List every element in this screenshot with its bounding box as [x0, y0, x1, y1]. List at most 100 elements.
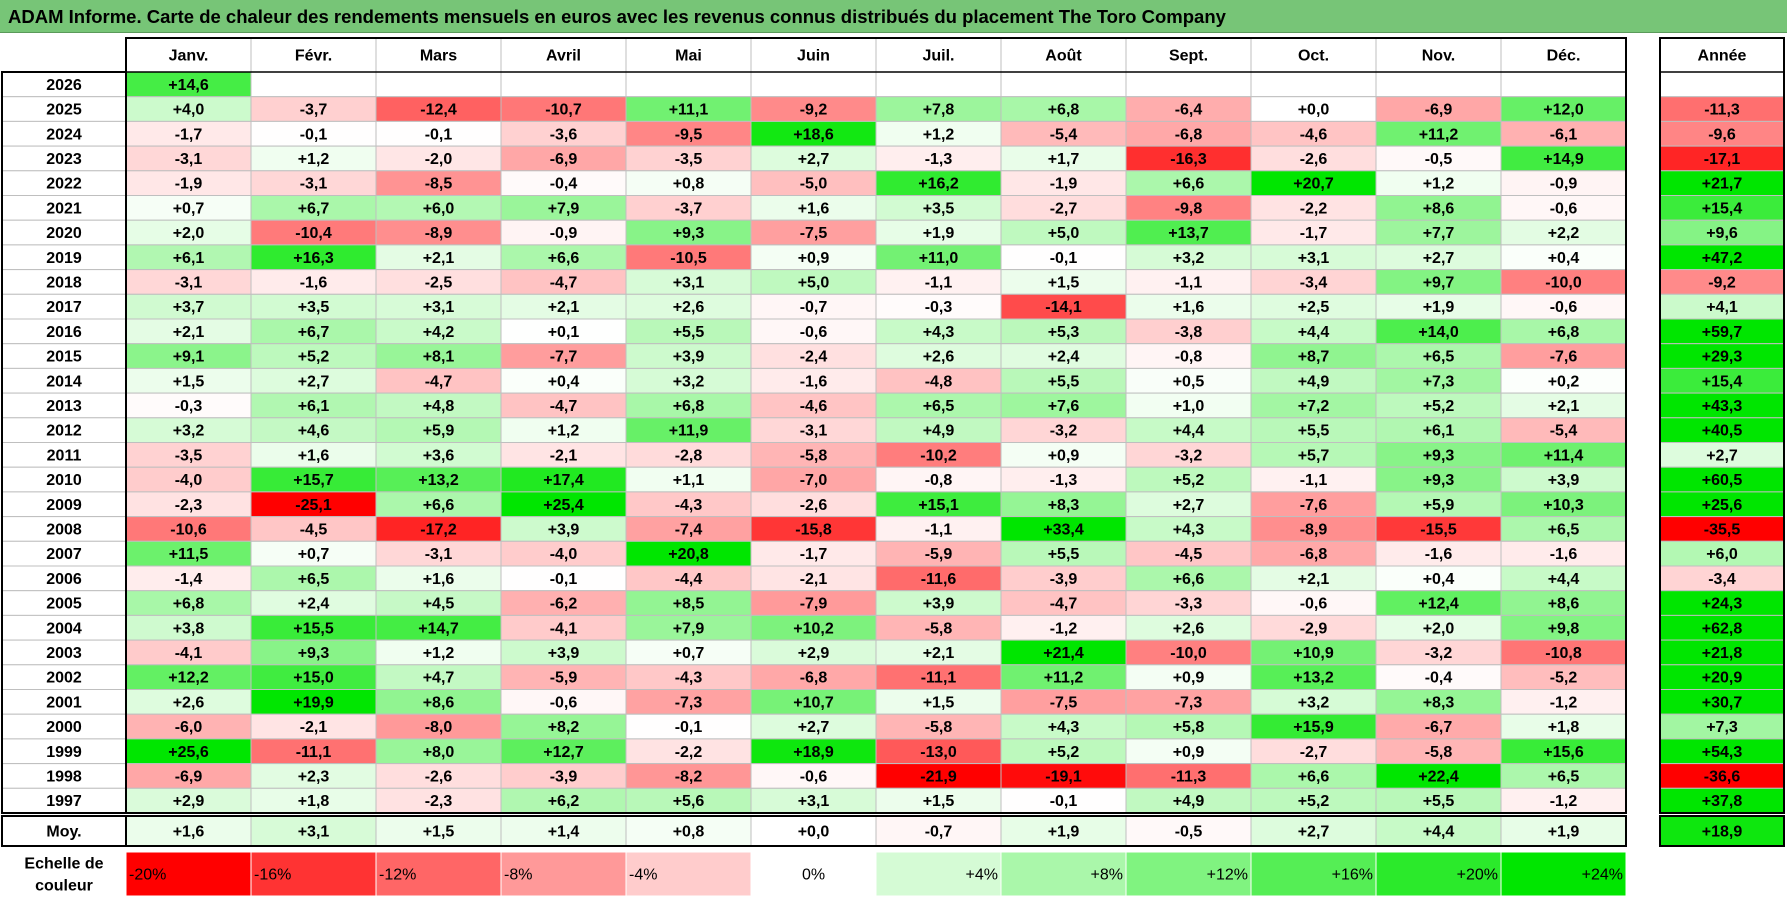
heat-cell-value: +18,9 — [793, 744, 834, 761]
average-cell-value: +0,8 — [673, 824, 705, 841]
annual-column-border — [1659, 37, 1785, 814]
average-label-cell — [1, 815, 127, 847]
year-cell — [1, 417, 127, 443]
heat-cell-value: +12,4 — [1418, 596, 1459, 613]
heat-cell-value: +11,0 — [919, 250, 959, 267]
heat-cell-value: +0,4 — [548, 373, 580, 390]
scale-swatch — [375, 851, 502, 897]
heat-cell-value: +9,3 — [1423, 447, 1455, 464]
scale-swatch-label: +12% — [1207, 867, 1248, 884]
heat-cell-value: +3,5 — [923, 200, 955, 217]
heat-cell-value: +7,7 — [1423, 225, 1455, 242]
heat-cell — [375, 318, 502, 345]
heat-cell — [375, 763, 502, 789]
heat-cell-value: +3,2 — [1298, 694, 1330, 711]
average-cell-value: +1,5 — [423, 824, 455, 841]
heat-cell — [1125, 787, 1252, 814]
heat-cell-value: +3,1 — [1298, 250, 1330, 267]
heat-cell-value: +12,0 — [1543, 102, 1584, 119]
heat-cell-value: -10,0 — [1545, 274, 1582, 291]
heat-cell — [875, 269, 1002, 295]
heat-cell — [625, 367, 752, 394]
heat-cell-value: +8,3 — [1048, 497, 1080, 514]
heat-cell — [125, 120, 252, 147]
heat-cell-value: +5,9 — [1423, 497, 1455, 514]
heat-cell-value: -0,3 — [175, 398, 203, 415]
scale-swatch — [125, 851, 252, 897]
heat-cell-value: +5,7 — [1298, 447, 1330, 464]
heat-cell-value: -2,1 — [800, 571, 828, 588]
heat-cell-value: +13,7 — [1168, 225, 1209, 242]
heat-cell-value: +20,7 — [1293, 176, 1334, 193]
heat-cell-value: -7,6 — [1550, 349, 1578, 366]
heat-cell-value: +15,6 — [1543, 744, 1584, 761]
heat-cell — [1000, 120, 1127, 147]
annual-cell-value: +59,7 — [1702, 324, 1743, 341]
heat-cell-value: +6,8 — [673, 398, 705, 415]
heat-cell-value: +9,3 — [1423, 472, 1455, 489]
heat-cell — [375, 244, 502, 271]
heat-cell — [1250, 219, 1377, 246]
heat-cell-value: -6,9 — [175, 768, 203, 785]
heat-cell — [1500, 244, 1627, 271]
average-cell-value: +1,9 — [1548, 824, 1580, 841]
heat-cell-value: +2,6 — [923, 349, 955, 366]
heat-cell-value: +3,9 — [1548, 472, 1580, 489]
heat-cell — [500, 244, 627, 271]
heat-cell-value: -8,0 — [425, 719, 453, 736]
heat-cell — [1375, 293, 1502, 320]
heat-cell-value: +14,9 — [1543, 151, 1584, 168]
heat-cell — [1250, 565, 1377, 592]
heat-cell — [875, 639, 1002, 666]
heat-cell-value: +5,2 — [1048, 744, 1080, 761]
heat-cell — [1375, 664, 1502, 690]
heat-cell-value: -0,6 — [1300, 596, 1328, 613]
heat-cell — [1500, 738, 1627, 765]
heat-cell — [625, 269, 752, 295]
heat-cell — [250, 565, 377, 592]
heat-cell — [1375, 590, 1502, 616]
heat-cell — [1250, 195, 1377, 221]
heat-cell-value: -11,1 — [921, 670, 957, 687]
heat-cell-value: +4,0 — [173, 102, 205, 119]
heat-cell — [625, 392, 752, 419]
heat-cell — [750, 664, 877, 690]
heat-cell-value: -0,6 — [1550, 200, 1578, 217]
heat-cell — [500, 466, 627, 493]
heat-cell-value: +9,7 — [1423, 274, 1455, 291]
heat-cell-value: +7,8 — [923, 102, 955, 119]
heat-cell — [1375, 491, 1502, 518]
heat-cell-value: -8,9 — [1300, 521, 1328, 538]
year-label: 2011 — [47, 447, 82, 464]
heat-cell — [875, 689, 1002, 715]
heat-cell-value: -0,8 — [925, 472, 953, 489]
annual-cell — [1659, 120, 1785, 147]
heat-cell-value: +7,9 — [673, 620, 705, 637]
heat-cell-value: +3,2 — [173, 423, 205, 440]
heat-cell-value: +14,6 — [168, 77, 209, 94]
heat-cell-value: +8,6 — [1548, 596, 1580, 613]
month-header-cell — [750, 37, 877, 73]
heat-cell — [250, 96, 377, 122]
heat-cell — [625, 120, 752, 147]
heat-cell-value: -1,6 — [1550, 546, 1578, 563]
heat-cell — [1250, 639, 1377, 666]
heat-cell-value: -0,9 — [1550, 176, 1578, 193]
heat-cell — [625, 71, 752, 98]
heat-cell-value: +2,0 — [1423, 620, 1455, 637]
year-label: 2015 — [46, 349, 82, 366]
heat-cell — [1000, 763, 1127, 789]
heat-cell-value: +10,2 — [793, 620, 834, 637]
annual-cell-value: +20,9 — [1702, 670, 1743, 687]
heat-cell-value: -10,2 — [920, 447, 957, 464]
heat-cell-value: -1,2 — [1550, 793, 1578, 810]
month-header-label: Août — [1045, 48, 1082, 65]
heat-cell-value: +25,4 — [543, 497, 584, 514]
heat-cell-value: -2,4 — [800, 349, 828, 366]
year-label: 2018 — [46, 274, 82, 291]
heat-cell-value: +8,6 — [423, 694, 455, 711]
heat-cell — [500, 343, 627, 369]
heat-cell-value: -11,3 — [1171, 768, 1207, 785]
heat-cell-value: +3,1 — [798, 793, 830, 810]
heat-cell-value: +3,2 — [1173, 250, 1205, 267]
